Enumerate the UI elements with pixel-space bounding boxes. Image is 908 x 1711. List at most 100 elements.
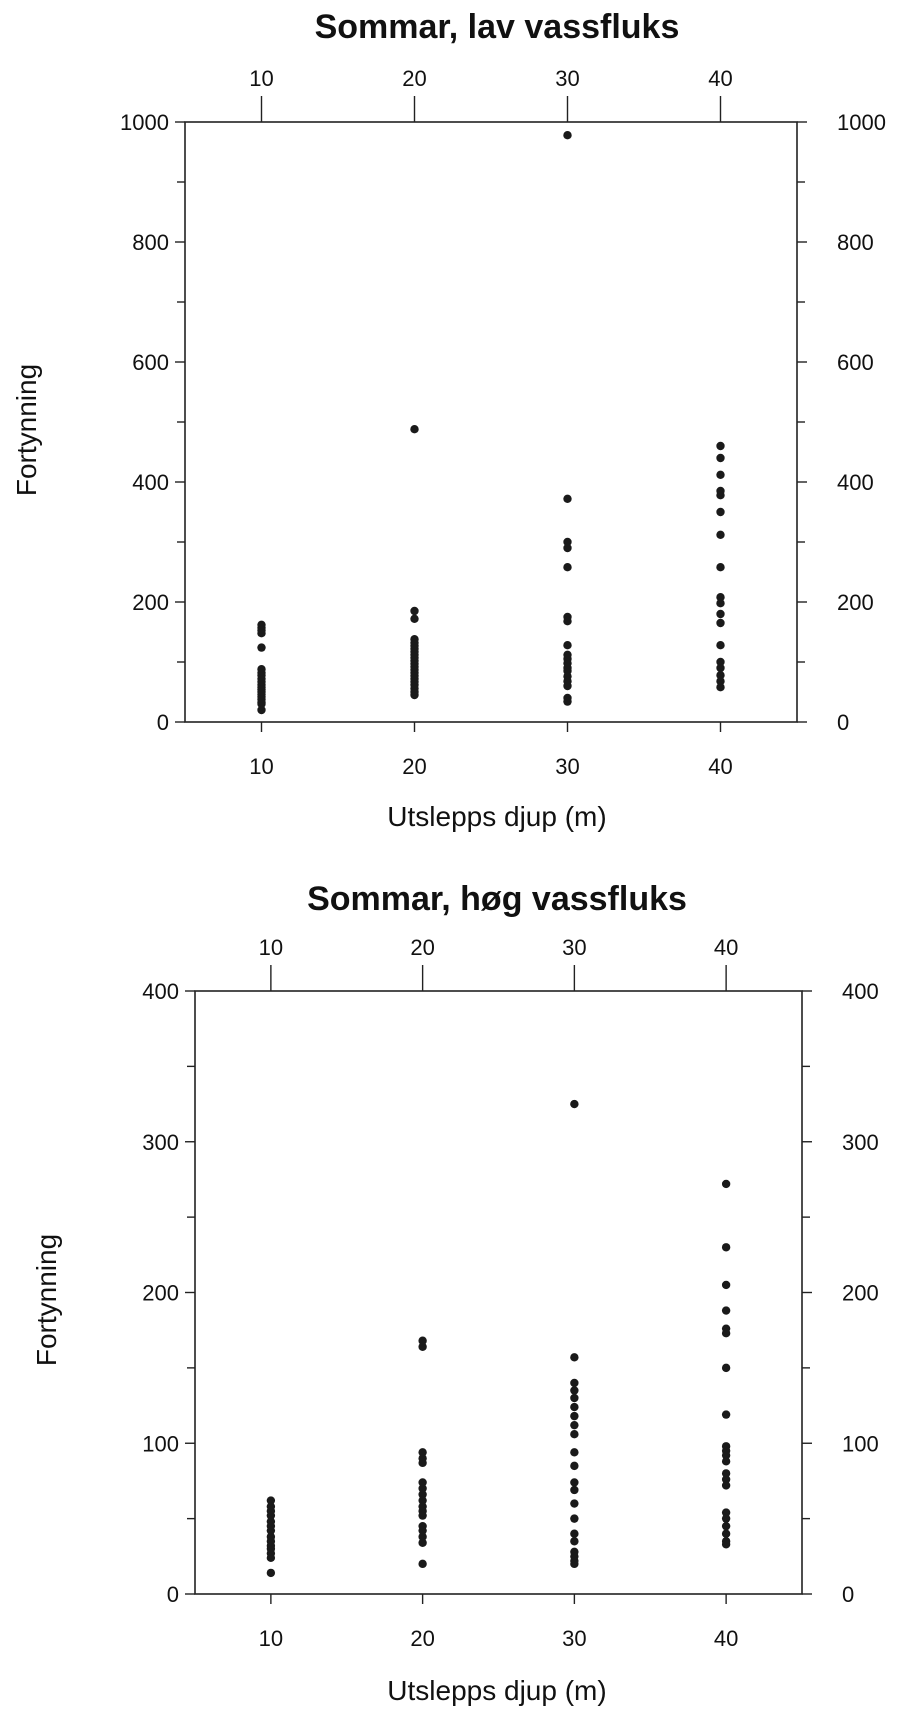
- x-tick-label-bottom: 40: [708, 754, 732, 779]
- data-point: [418, 1490, 427, 1499]
- data-point: [418, 1538, 427, 1547]
- chart-title: Sommar, høg vassfluks: [307, 880, 687, 918]
- data-point: [266, 1568, 276, 1578]
- data-point: [570, 1411, 579, 1421]
- data-point: [418, 1448, 427, 1457]
- data-point: [721, 1306, 731, 1315]
- x-tick-label-top: 30: [562, 935, 586, 960]
- data-point: [716, 671, 725, 680]
- data-point: [570, 1529, 579, 1538]
- data-point: [257, 629, 266, 638]
- data-point: [570, 1378, 579, 1388]
- y-tick-label-left: 0: [157, 710, 169, 735]
- data-point: [563, 697, 572, 706]
- y-axis-label: Fortynning: [31, 1234, 62, 1366]
- data-point: [418, 1478, 427, 1487]
- data-point: [570, 1537, 579, 1546]
- x-tick-label-bottom: 20: [410, 1626, 434, 1651]
- data-point: [257, 705, 266, 715]
- y-tick-label-right: 400: [842, 979, 879, 1004]
- data-point: [716, 618, 725, 628]
- data-point: [716, 530, 725, 539]
- data-point: [570, 1559, 579, 1569]
- data-point: [563, 537, 572, 547]
- data-point: [721, 1481, 731, 1490]
- data-point: [418, 1511, 427, 1520]
- data-point: [418, 1526, 427, 1535]
- data-point: [266, 1553, 276, 1563]
- data-point: [570, 1402, 579, 1412]
- x-tick-label-bottom: 40: [714, 1626, 738, 1651]
- x-tick-label-bottom: 20: [402, 754, 426, 779]
- x-tick-label-top: 40: [714, 935, 738, 960]
- data-point: [721, 1469, 731, 1478]
- y-tick-label-right: 0: [842, 1582, 854, 1607]
- data-point: [716, 609, 725, 619]
- x-tick-label-bottom: 30: [555, 754, 579, 779]
- data-point: [716, 683, 725, 692]
- data-point: [721, 1243, 731, 1252]
- y-tick-label-left: 200: [132, 590, 169, 615]
- data-point: [721, 1451, 731, 1460]
- data-point: [570, 1485, 579, 1495]
- data-point: [418, 1484, 427, 1493]
- data-point: [716, 663, 725, 673]
- data-point: [570, 1514, 579, 1523]
- x-tick-label-top: 10: [249, 66, 273, 91]
- data-point: [257, 643, 266, 652]
- data-point: [410, 425, 419, 434]
- data-point: [563, 617, 572, 626]
- data-point: [721, 1514, 731, 1523]
- data-point: [410, 690, 419, 700]
- x-axis-label: Utslepps djup (m): [387, 801, 606, 832]
- data-point: [410, 606, 419, 616]
- data-point: [418, 1532, 427, 1541]
- data-point: [418, 1496, 427, 1505]
- y-tick-label-right: 200: [837, 590, 874, 615]
- data-point: [716, 441, 725, 451]
- data-point: [563, 494, 572, 503]
- data-point: [570, 1430, 579, 1439]
- data-point: [410, 614, 419, 623]
- data-point: [716, 657, 725, 667]
- y-tick-label-left: 300: [142, 1130, 179, 1155]
- y-tick-label-right: 600: [837, 350, 874, 375]
- data-point: [570, 1099, 579, 1109]
- data-point: [570, 1499, 579, 1508]
- y-tick-label-right: 400: [837, 470, 874, 495]
- x-tick-label-bottom: 10: [259, 1626, 283, 1651]
- data-point: [721, 1521, 731, 1531]
- y-tick-label-left: 1000: [120, 110, 169, 135]
- data-point: [721, 1540, 731, 1549]
- data-point: [721, 1179, 731, 1189]
- data-point: [721, 1329, 731, 1338]
- y-tick-label-right: 100: [842, 1431, 879, 1456]
- x-axis-label: Utslepps djup (m): [387, 1675, 606, 1706]
- y-tick-label-left: 400: [132, 470, 169, 495]
- data-point: [716, 563, 725, 572]
- data-point: [563, 563, 572, 572]
- chart-panel-lav-vassfluks: Sommar, lav vassfluks Utslepps djup (m) …: [11, 8, 886, 832]
- chart-title: Sommar, lav vassfluks: [315, 8, 680, 46]
- data-point: [570, 1353, 579, 1362]
- data-point: [716, 453, 725, 463]
- data-point: [418, 1559, 427, 1569]
- y-tick-label-left: 0: [167, 1582, 179, 1607]
- data-point: [570, 1448, 579, 1457]
- x-tick-label-top: 20: [402, 66, 426, 91]
- y-tick-label-left: 200: [142, 1281, 179, 1306]
- y-axis-label: Fortynning: [11, 364, 42, 496]
- data-point: [721, 1363, 731, 1373]
- x-tick-label-bottom: 30: [562, 1626, 586, 1651]
- data-point: [721, 1410, 731, 1419]
- data-point: [570, 1420, 579, 1430]
- y-tick-label-right: 800: [837, 230, 874, 255]
- data-point: [266, 1511, 276, 1520]
- data-point: [257, 699, 266, 709]
- data-point: [716, 677, 725, 686]
- data-point: [563, 681, 572, 691]
- y-tick-label-right: 300: [842, 1130, 879, 1155]
- y-tick-label-left: 100: [142, 1431, 179, 1456]
- data-point: [570, 1478, 579, 1487]
